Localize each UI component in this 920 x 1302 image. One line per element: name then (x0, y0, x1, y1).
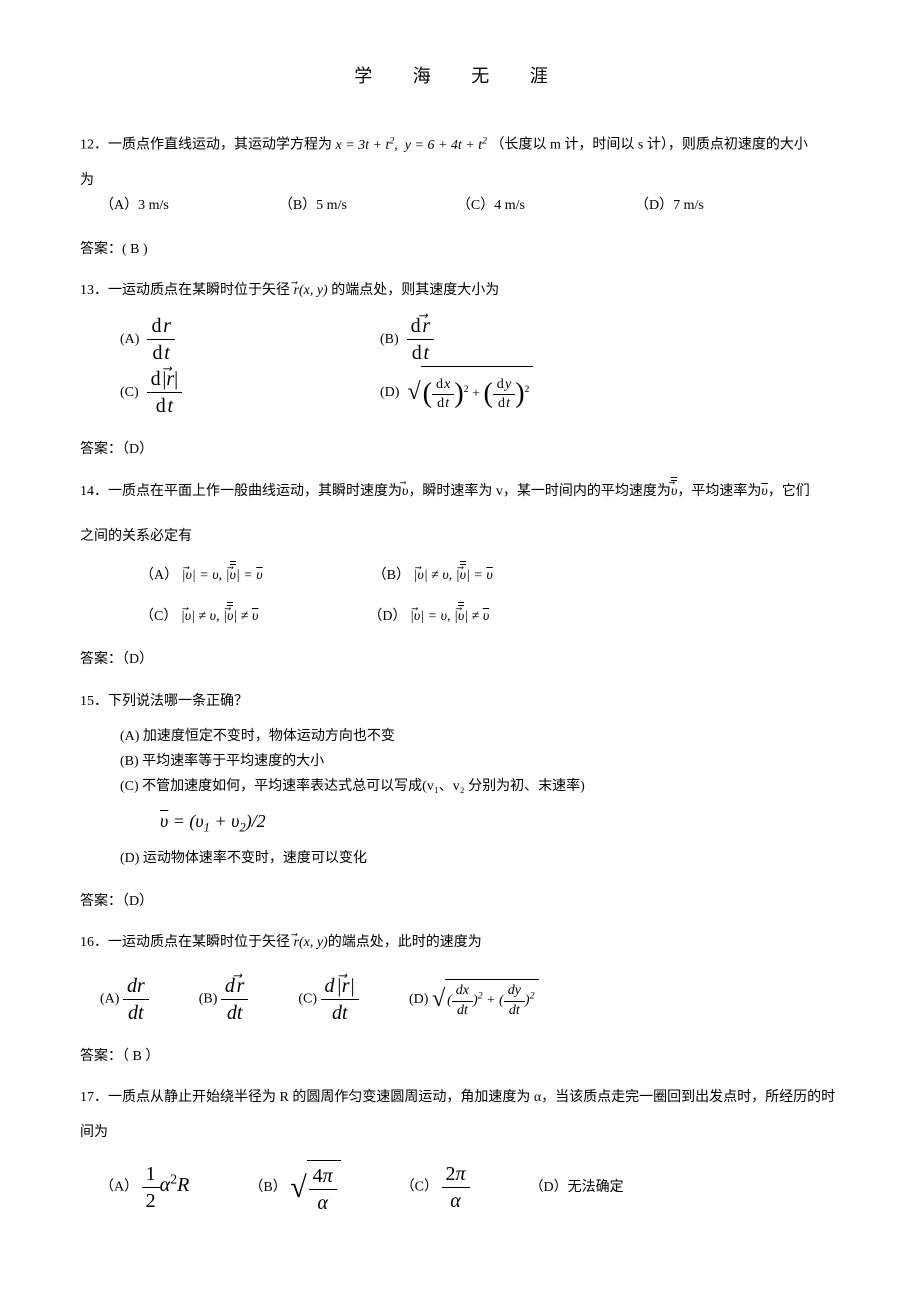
q14-b-label: （B） (373, 568, 410, 583)
q16-options: (A) drdt (B) d rdt (C) d |r|dt (D) √ (dx… (100, 973, 840, 1026)
q13-c-label: (C) (120, 380, 139, 405)
q17-opt-a: （A） 12α2R (100, 1161, 189, 1214)
page-header: 学 海 无 涯 (80, 60, 840, 92)
q17-opt-b: （B） √4πα (249, 1160, 340, 1216)
q16-num: 16． (80, 935, 108, 950)
q12-num: 12． (80, 138, 108, 153)
q13-a-label: (A) (120, 327, 139, 352)
q14-pre: 一质点在平面上作一般曲线运动，其瞬时速度为 (108, 484, 402, 499)
q16-a-label: (A) (100, 992, 119, 1007)
question-15: 15．下列说法哪一条正确？ (A) 加速度恒定不变时，物体运动方向也不变 (B)… (80, 689, 840, 871)
q12-post: （长度以 m 计，时间以 s 计），则质点初速度的大小 (491, 138, 808, 153)
q14-v2: υ (671, 484, 677, 499)
q16-c-label: (C) (298, 992, 317, 1007)
q17-text: 17．一质点从静止开始绕半径为 R 的圆周作匀变速圆周运动，角加速度为 α，当该… (80, 1085, 840, 1110)
q15-q: 下列说法哪一条正确？ (108, 694, 248, 709)
q13-text: 13．一运动质点在某瞬时位于矢径 r(x, y) 的端点处，则其速度大小为 (80, 278, 840, 303)
q17-opt-d: （D）无法确定 (530, 1175, 624, 1200)
q14-v1: υ (402, 484, 408, 499)
q12-opt-d: （D）7 m/s (635, 193, 704, 218)
q13-opt-b: (B) d r d t (380, 313, 560, 366)
q14-opt-a: （A） |υ| = υ, |υ| = υ (140, 563, 263, 588)
q14-num: 14． (80, 484, 108, 499)
q14-post: ，它们 (768, 484, 810, 499)
q13-r: r(x, y) (294, 283, 328, 298)
q13-opt-a: (A) d r d t (120, 313, 300, 366)
q13-b-frac: d r d t (407, 313, 434, 366)
q12-opt-c: （C）4 m/s (457, 193, 525, 218)
q15-opt-b: (B) 平均速率等于平均速度的大小 (120, 749, 840, 774)
q14-d-label: （D） (368, 609, 406, 624)
q12-text: 12．一质点作直线运动，其运动学方程为 x = 3t + t2, y = 6 +… (80, 132, 840, 158)
q14-a-label: （A） (140, 568, 178, 583)
q16-opt-d: (D) √ (dxdt)2 + (dydt)2 (409, 978, 538, 1021)
q15-num: 15． (80, 694, 108, 709)
q16-text: 16．一运动质点在某瞬时位于矢径 r(x, y)的端点处，此时的速度为 (80, 930, 840, 955)
q16-post: 的端点处，此时的速度为 (328, 935, 482, 950)
q13-opt-c: (C) d |r| d t (120, 366, 300, 419)
q15-text: 15．下列说法哪一条正确？ (80, 689, 840, 714)
q13-num: 13． (80, 283, 108, 298)
q12-options: （A）3 m/s （B）5 m/s （C）4 m/s （D）7 m/s (100, 193, 840, 218)
q13-opt-d: (D) √ (d xd t)2 + (d yd t)2 (380, 366, 560, 419)
q16-opt-c: (C) d |r|dt (298, 973, 359, 1026)
q12-opt-b: （B）5 m/s (279, 193, 347, 218)
q14-opt-c: （C） |υ| ≠ υ, |υ| ≠ υ (140, 604, 258, 629)
q13-row1: (A) d r d t (B) d r d t (120, 313, 840, 366)
q12-line2: 为 (80, 168, 840, 193)
q14-options: （A） |υ| = υ, |υ| = υ （B） |υ| ≠ υ, |υ| = … (140, 563, 840, 629)
q13-post: 的端点处，则其速度大小为 (331, 283, 499, 298)
q13-row2: (C) d |r| d t (D) √ (d xd t)2 + (d yd t)… (120, 366, 840, 419)
q16-opt-a: (A) drdt (100, 973, 149, 1026)
q17-num: 17． (80, 1090, 108, 1105)
q16-pre: 一运动质点在某瞬时位于矢径 (108, 935, 290, 950)
q17-c-label: （C） (401, 1180, 438, 1195)
q17-options: （A） 12α2R （B） √4πα （C） 2πα （D）无法确定 (100, 1160, 840, 1216)
q14-opt-b: （B） |υ| ≠ υ, |υ| = υ (373, 563, 493, 588)
q13-c-frac: d |r| d t (147, 366, 183, 419)
q13-pre: 一运动质点在某瞬时位于矢径 (108, 283, 290, 298)
q13-d-sqrt: √ (d xd t)2 + (d yd t)2 (407, 366, 533, 419)
q12-answer: 答案：( B ) (80, 237, 840, 262)
q13-d-label: (D) (380, 380, 399, 405)
q15-opt-a: (A) 加速度恒定不变时，物体运动方向也不变 (120, 724, 840, 749)
q15-answer: 答案：（D） (80, 889, 840, 914)
q17-a-label: （A） (100, 1180, 138, 1195)
question-12: 12．一质点作直线运动，其运动学方程为 x = 3t + t2, y = 6 +… (80, 132, 840, 218)
q13-answer: 答案：（D） (80, 437, 840, 462)
question-16: 16．一运动质点在某瞬时位于矢径 r(x, y)的端点处，此时的速度为 (A) … (80, 930, 840, 1026)
q14-answer: 答案：（D） (80, 647, 840, 672)
q14-mid2: ，平均速率为 (677, 484, 761, 499)
q14-row1: （A） |υ| = υ, |υ| = υ （B） |υ| ≠ υ, |υ| = … (140, 563, 840, 588)
q14-c-label: （C） (140, 609, 177, 624)
q12-pre: 一质点作直线运动，其运动学方程为 (108, 138, 332, 153)
q13-a-frac: d r d t (147, 313, 174, 366)
q14-text: 14．一质点在平面上作一般曲线运动，其瞬时速度为υ，瞬时速率为 v，某一时间内的… (80, 479, 840, 504)
q14-line2: 之间的关系必定有 (80, 524, 840, 549)
question-13: 13．一运动质点在某瞬时位于矢径 r(x, y) 的端点处，则其速度大小为 (A… (80, 278, 840, 420)
question-14: 14．一质点在平面上作一般曲线运动，其瞬时速度为υ，瞬时速率为 v，某一时间内的… (80, 479, 840, 630)
q17-body: 一质点从静止开始绕半径为 R 的圆周作匀变速圆周运动，角加速度为 α，当该质点走… (108, 1090, 835, 1105)
q14-mid1: ，瞬时速率为 v，某一时间内的平均速度为 (408, 484, 671, 499)
q14-opt-d: （D） |υ| = υ, |υ| ≠ υ (368, 604, 489, 629)
q15-opt-c-eq: υ = (υ1 + υ2)/2 (160, 805, 840, 839)
q15-opt-d: (D) 运动物体速率不变时，速度可以变化 (120, 846, 840, 871)
q16-d-label: (D) (409, 992, 428, 1007)
q16-answer: 答案：（ B ） (80, 1044, 840, 1069)
q16-b-label: (B) (199, 992, 218, 1007)
q17-line2: 间为 (80, 1120, 840, 1145)
q15-opt-c: (C) 不管加速度如何，平均速率表达式总可以写成(v₁、v₂ 分别为初、末速率) (120, 774, 840, 799)
q16-r: r(x, y) (294, 935, 328, 950)
q12-opt-a: （A）3 m/s (100, 193, 169, 218)
q16-opt-b: (B) d rdt (199, 973, 249, 1026)
question-17: 17．一质点从静止开始绕半径为 R 的圆周作匀变速圆周运动，角加速度为 α，当该… (80, 1085, 840, 1215)
q14-row2: （C） |υ| ≠ υ, |υ| ≠ υ （D） |υ| = υ, |υ| ≠ … (140, 604, 840, 629)
q17-b-label: （B） (249, 1180, 286, 1195)
q13-b-label: (B) (380, 327, 399, 352)
q17-opt-c: （C） 2πα (401, 1161, 470, 1214)
q12-eq: x = 3t + t2, y = 6 + 4t + t2 (336, 138, 488, 153)
